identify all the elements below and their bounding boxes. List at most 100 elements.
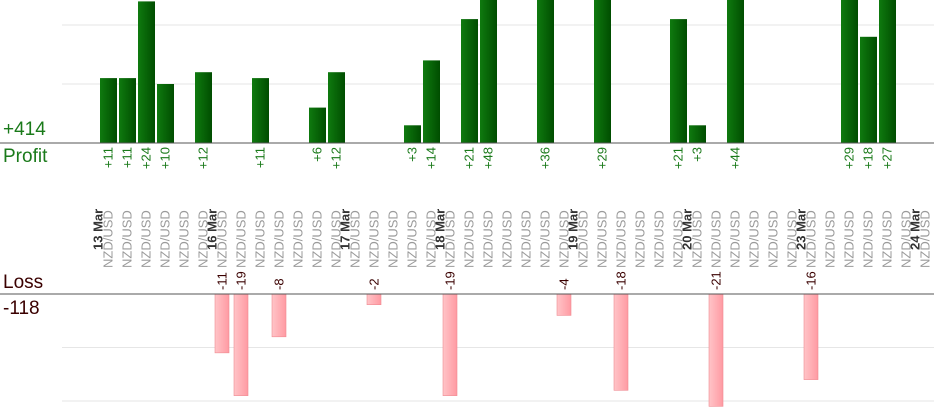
pair-label: NZD/USD [215,210,230,268]
profit-value-label: +18 [861,147,876,169]
profit-value-label: +12 [196,147,211,169]
profit-value-label: +10 [158,147,173,169]
profit-bar [879,0,896,144]
loss-label: Loss [3,272,44,293]
profit-bar [727,0,744,144]
pair-label: NZD/USD [348,210,363,268]
loss-value-label: -8 [272,278,287,290]
profit-bar [404,125,421,143]
profit-label: Profit [3,146,48,167]
pair-label: NZD/USD [196,210,211,268]
loss-value-label: -4 [557,278,572,290]
pair-label: NZD/USD [823,210,838,268]
pair-label: NZD/USD [785,210,800,268]
loss-value-label: -18 [614,271,629,290]
profit-bar [461,19,478,144]
pair-label: NZD/USD [747,210,762,268]
loss-bar [214,293,230,354]
pair-label: NZD/USD [899,210,914,268]
date-label: 23 Mar [794,209,809,250]
pair-labels: NZD/USD NZD/USD NZD/USD NZD/USD NZD/USD NZD/U… [101,210,933,268]
pair-label: NZD/USD [538,210,553,268]
pair-label: NZD/USD [272,210,287,268]
profit-value-label: +11 [253,147,268,168]
loss-value-label: -2 [367,278,382,290]
profit-value-label: +21 [462,147,477,169]
profit-bar [157,84,174,143]
loss-value-label: -11 [215,272,230,290]
pair-label: NZD/USD [519,210,534,268]
profit-value-label: +29 [595,147,610,169]
profit-value-label: +14 [424,147,439,169]
pair-label: NZD/USD [918,210,933,268]
profit-bar [594,0,611,144]
loss-bar [271,293,287,338]
pair-label: NZD/USD [671,210,686,268]
pair-label: NZD/USD [481,210,496,268]
pair-label: NZD/USD [557,210,572,268]
profit-bar [537,0,554,143]
pair-label: NZD/USD [177,210,192,268]
profit-bar [252,78,269,143]
loss-total: -118 [3,298,40,319]
pair-label: NZD/USD [709,210,724,268]
profit-bar [689,125,706,143]
pair-label: NZD/USD [595,210,610,268]
loss-value-labels: -11 -19 -8 -2 -19 -4 -18 -21 -16 [215,271,819,290]
pair-label: NZD/USD [291,210,306,268]
profit-value-label: +3 [690,147,705,162]
pair-label: NZD/USD [500,210,515,268]
pair-label: NZD/USD [158,210,173,268]
pair-label: NZD/USD [766,210,781,268]
date-label: 24 Mar [908,209,923,250]
pair-label: NZD/USD [842,210,857,268]
date-label: 13 Mar [91,209,106,250]
profit-bar [309,107,326,143]
date-label: 17 Mar [338,209,353,250]
profit-value-label: +36 [538,147,553,169]
loss-value-label: -16 [804,271,819,290]
pair-label: NZD/USD [614,210,629,268]
loss-bar [556,293,572,316]
date-label: 20 Mar [680,209,695,250]
profit-value-label: +21 [671,147,686,169]
profit-value-label: +44 [728,147,743,169]
profit-bar [670,19,687,144]
profit-bar [195,72,212,143]
pair-label: NZD/USD [386,210,401,268]
profit-value-label: +27 [880,147,895,169]
loss-bar [708,293,724,407]
profit-bars [100,0,896,144]
loss-value-label: -19 [443,271,458,290]
date-label: 18 Mar [433,209,448,250]
pair-label: NZD/USD [633,210,648,268]
pair-label: NZD/USD [804,210,819,268]
pair-label: NZD/USD [462,210,477,268]
date-label: 16 Mar [205,209,220,250]
pair-label: NZD/USD [329,210,344,268]
pair-label: NZD/USD [728,210,743,268]
loss-bar [613,293,629,391]
pair-label: NZD/USD [367,210,382,268]
profit-value-label: +24 [139,147,154,169]
profit-total: +414 [3,119,46,140]
pair-label: NZD/USD [861,210,876,268]
pair-label: NZD/USD [690,210,705,268]
profit-value-label: +48 [481,147,496,169]
loss-bar [442,293,458,396]
pair-label: NZD/USD [234,210,249,268]
pair-label: NZD/USD [253,210,268,268]
profit-value-label: +12 [329,147,344,169]
pair-label: NZD/USD [120,210,135,268]
profit-bar [423,60,440,143]
profit-bar [328,72,345,143]
axis-lines [0,142,934,295]
profit-value-label: +6 [310,147,325,162]
profit-bar [860,36,877,143]
loss-value-label: -21 [709,271,724,290]
pair-label: NZD/USD [652,210,667,268]
profit-bar [119,78,136,143]
profit-value-label: +3 [405,147,420,162]
pair-label: NZD/USD [576,210,591,268]
